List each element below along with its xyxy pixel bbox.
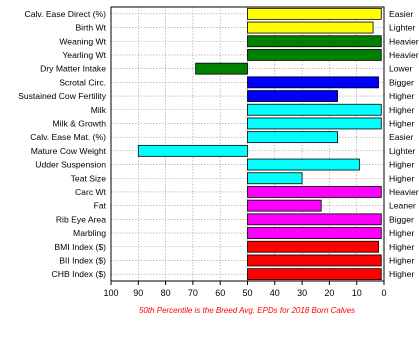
trait-label: Calv. Ease Direct (%) [25, 9, 107, 19]
tick-label: 20 [324, 288, 334, 298]
trait-label: Mature Cow Weight [31, 146, 107, 156]
bar-5 [247, 76, 379, 89]
plot-frame [110, 6, 385, 282]
tick-label: 0 [381, 288, 386, 298]
descriptor-label: Lighter [389, 23, 415, 33]
bar-10 [137, 144, 248, 157]
tick-label: 30 [297, 288, 307, 298]
bars [137, 7, 382, 281]
trait-label: Milk [91, 105, 107, 115]
descriptor-label: Higher [389, 269, 414, 279]
chart-footnote: 50th Percentile is the Breed Avg. EPDs f… [139, 306, 355, 315]
descriptor-label: Lighter [389, 146, 415, 156]
bar-4 [195, 62, 248, 75]
descriptor-label: Heavier [389, 50, 419, 60]
descriptor-labels: Easier Lighter Heavier Heavier Lower Bigger Hi… [389, 9, 419, 279]
bar-6 [247, 90, 338, 102]
descriptor-label: Higher [389, 173, 414, 183]
bar-0 [247, 7, 382, 20]
bar-19 [247, 268, 382, 281]
descriptor-label: Higher [389, 242, 414, 252]
bar-1 [247, 21, 374, 34]
descriptor-label: Bigger [389, 77, 414, 87]
trait-label: Carc Wt [75, 187, 107, 197]
bar-8 [247, 117, 382, 130]
bar-11 [247, 158, 360, 171]
descriptor-label: Easier [389, 132, 413, 142]
trait-label: Milk & Growth [53, 118, 107, 128]
bar-16 [247, 227, 382, 239]
trait-label: Birth Wt [75, 23, 106, 33]
bar-17 [247, 240, 379, 253]
descriptor-label: Higher [389, 228, 414, 238]
tick-label: 10 [352, 288, 362, 298]
trait-label: Sustained Cow Fertility [18, 91, 107, 101]
trait-label: Yearling Wt [62, 50, 106, 60]
x-axis-ticks: 100 90 80 70 60 50 40 30 20 10 0 [103, 281, 387, 298]
trait-label: Scrotal Circ. [59, 77, 106, 87]
bar-7 [247, 103, 382, 116]
descriptor-label: Heavier [389, 36, 419, 46]
descriptor-label: Higher [389, 160, 414, 170]
bar-12 [247, 172, 303, 185]
bar-13 [247, 186, 382, 198]
descriptor-label: Higher [389, 255, 414, 265]
tick-label: 40 [270, 288, 280, 298]
grid-lines [110, 7, 385, 281]
descriptor-label: Higher [389, 105, 414, 115]
tick-label: 60 [215, 288, 225, 298]
trait-label: BMI Index ($) [54, 242, 106, 252]
bar-18 [247, 254, 382, 267]
trait-label: Calv. Ease Mat. (%) [30, 132, 106, 142]
descriptor-label: Lower [389, 64, 413, 74]
bar-3 [247, 49, 382, 61]
trait-label: Fat [94, 201, 107, 211]
tick-label: 70 [188, 288, 198, 298]
trait-label: Teat Size [71, 173, 107, 183]
descriptor-label: Heavier [389, 187, 419, 197]
bar-2 [247, 35, 382, 48]
bar-14 [247, 199, 322, 212]
trait-label: Weaning Wt [59, 36, 106, 46]
trait-label: Udder Suspension [35, 160, 106, 170]
tick-label: 90 [133, 288, 143, 298]
descriptor-label: Higher [389, 118, 414, 128]
tick-label: 80 [161, 288, 171, 298]
descriptor-label: Bigger [389, 214, 414, 224]
trait-labels: Calv. Ease Direct (%) Birth Wt Weaning Wt Y… [18, 9, 107, 279]
trait-label: Rib Eye Area [56, 214, 106, 224]
trait-label: Dry Matter Intake [40, 64, 106, 74]
trait-label: CHB Index ($) [52, 269, 107, 279]
bar-9 [247, 131, 338, 144]
descriptor-label: Easier [389, 9, 413, 19]
bar-15 [247, 213, 382, 226]
trait-label: Marbling [73, 228, 106, 238]
descriptor-label: Higher [389, 91, 414, 101]
trait-label: BII Index ($) [59, 255, 106, 265]
tick-label: 50 [242, 288, 252, 298]
tick-label: 100 [103, 288, 118, 298]
descriptor-label: Leaner [389, 201, 416, 211]
